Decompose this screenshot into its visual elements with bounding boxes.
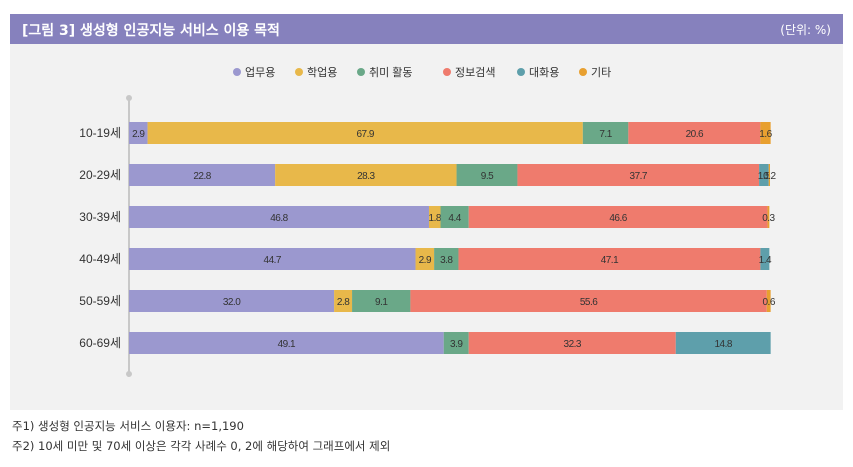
- legend-swatch: [443, 68, 451, 76]
- legend-swatch: [579, 68, 587, 76]
- legend-label: 취미 활동: [369, 65, 413, 79]
- bar-segment: [675, 332, 771, 354]
- data-label: 22.8: [193, 171, 211, 182]
- data-label: 0.3: [762, 213, 775, 224]
- unit-label: (단위: %): [780, 23, 831, 37]
- legend: 업무용 학업용 취미 활동 정보검색 대화용 기타: [233, 65, 611, 79]
- data-label: 28.3: [357, 171, 375, 182]
- legend-item: 업무용: [233, 66, 275, 79]
- data-label: 7.1: [599, 129, 612, 140]
- data-label: 49.1: [278, 339, 296, 350]
- legend-swatch: [233, 68, 241, 76]
- bar-segment: [129, 122, 148, 144]
- bar-segment: [468, 332, 676, 354]
- data-label: 2.9: [419, 255, 432, 266]
- data-label: 1.5: [758, 171, 771, 182]
- data-label: 3.9: [450, 339, 463, 350]
- data-label: 4.4: [448, 213, 461, 224]
- data-label: 46.8: [270, 213, 288, 224]
- legend-item: 정보검색: [443, 66, 495, 79]
- legend-swatch: [517, 68, 525, 76]
- legend-label: 학업용: [307, 66, 337, 79]
- data-label: 3.8: [440, 255, 453, 266]
- bar-segment: [628, 122, 761, 144]
- data-label: 2.8: [337, 297, 350, 308]
- bar-segment: [456, 164, 518, 186]
- legend-item: 학업용: [295, 66, 337, 79]
- category-label: 10-19세: [79, 126, 121, 140]
- data-label: 9.1: [375, 297, 388, 308]
- bar-segment: [129, 332, 444, 354]
- data-label: 2.9: [132, 129, 145, 140]
- bar-segment: [129, 290, 335, 312]
- legend-label: 업무용: [245, 66, 275, 79]
- legend-item: 기타: [579, 66, 611, 79]
- category-label: 60-69세: [79, 336, 121, 350]
- figure-header: [그림 3] 생성형 인공지능 서비스 이용 목적 (단위: %): [10, 14, 843, 44]
- data-label: 1.6: [759, 129, 772, 140]
- legend-item: 대화용: [517, 66, 559, 79]
- category-label: 20-29세: [79, 168, 121, 182]
- data-label: 0.6: [763, 297, 776, 308]
- bar-segment: [760, 248, 770, 270]
- bar-segment: [415, 248, 435, 270]
- bar-segment: [129, 206, 429, 228]
- bar-segment: [129, 248, 416, 270]
- legend-label: 정보검색: [455, 66, 495, 79]
- bar-segment: [458, 248, 761, 270]
- figure-title: [그림 3] 생성형 인공지능 서비스 이용 목적: [22, 23, 280, 39]
- footnote-1: 주1) 생성형 인공지능 서비스 이용자: n=1,190: [12, 419, 244, 433]
- bar-segment: [468, 206, 768, 228]
- category-label: 50-59세: [79, 294, 121, 308]
- bar-segment: [760, 122, 771, 144]
- bar-segment: [129, 164, 276, 186]
- data-label: 55.6: [580, 297, 598, 308]
- bar-segment: [352, 290, 411, 312]
- bar-segment: [768, 164, 770, 186]
- legend-swatch: [295, 68, 303, 76]
- bar-segment: [767, 206, 770, 228]
- data-label: 9.5: [481, 171, 494, 182]
- bar-segment: [440, 206, 469, 228]
- bar-segment: [759, 164, 769, 186]
- data-label: 46.6: [609, 213, 627, 224]
- footnote-2: 주2) 10세 미만 및 70세 이상은 각각 사례수 0, 2에 해당하여 그…: [12, 439, 391, 453]
- data-label: 14.8: [714, 339, 732, 350]
- legend-swatch: [357, 68, 365, 76]
- axis-end-dot: [126, 371, 132, 377]
- category-label: 30-39세: [79, 210, 121, 224]
- category-label: 40-49세: [79, 252, 121, 266]
- bar-segment: [275, 164, 457, 186]
- data-label: 20.6: [686, 129, 704, 140]
- bar-segment: [443, 332, 469, 354]
- bar-segment: [410, 290, 767, 312]
- bars: 10-19세 2.9 67.9 7.1 20.6 1.6 20-29세 22.8 28.3 9.5…: [79, 122, 777, 354]
- legend-item: 취미 활동: [357, 65, 413, 79]
- stacked-bar-chart: 업무용 학업용 취미 활동 정보검색 대화용 기타 10-19세 2.9 67.9 7.1 20.…: [79, 65, 777, 377]
- data-label: 44.7: [264, 255, 282, 266]
- bar-segment: [334, 290, 353, 312]
- axis-end-dot: [126, 95, 132, 101]
- data-label: 0.2: [763, 171, 776, 182]
- chart-panel: 업무용 학업용 취미 활동 정보검색 대화용 기타 10-19세 2.9 67.9 7.1 20.…: [10, 44, 843, 410]
- legend-label: 대화용: [529, 66, 559, 79]
- bar-segment: [428, 206, 441, 228]
- data-label: 47.1: [601, 255, 619, 266]
- data-label: 67.9: [356, 129, 374, 140]
- bar-segment: [766, 290, 771, 312]
- bar-segment: [582, 122, 629, 144]
- bar-segment: [147, 122, 583, 144]
- data-label: 37.7: [630, 171, 648, 182]
- data-label: 1.8: [429, 213, 442, 224]
- data-label: 32.0: [223, 297, 241, 308]
- bar-segment: [517, 164, 760, 186]
- bar-segment: [434, 248, 459, 270]
- data-label: 1.4: [759, 255, 772, 266]
- data-label: 32.3: [564, 339, 582, 350]
- legend-label: 기타: [591, 66, 611, 79]
